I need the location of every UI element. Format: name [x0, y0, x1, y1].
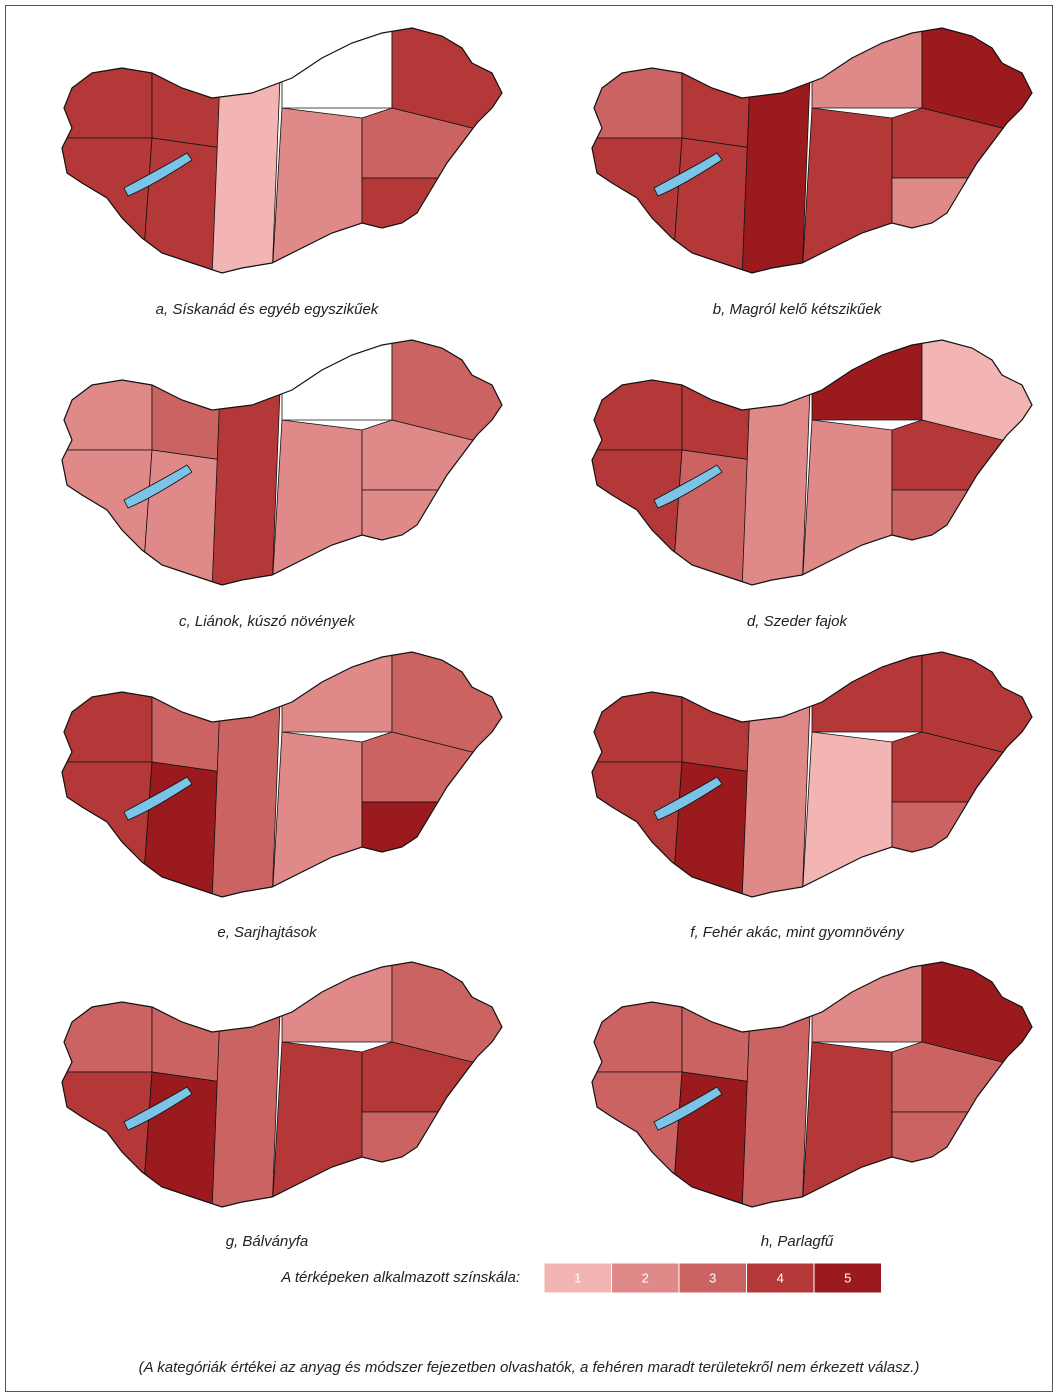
region: [362, 490, 512, 590]
no-response-region: [282, 28, 392, 108]
legend-label: 1: [574, 1270, 581, 1285]
region: [272, 420, 362, 590]
region: [152, 340, 222, 460]
region: [812, 652, 922, 732]
region: [592, 138, 682, 278]
map-regions: [592, 652, 1042, 902]
region: [62, 450, 152, 590]
region: [812, 962, 922, 1042]
region: [152, 962, 222, 1082]
no-response-region: [282, 340, 392, 420]
region: [802, 1042, 892, 1212]
region: [892, 802, 1042, 902]
map-caption: d, Szeder fajok: [747, 613, 849, 630]
map: [62, 28, 512, 278]
region: [802, 108, 892, 278]
region: [62, 652, 152, 762]
region: [742, 962, 812, 1212]
region: [362, 1112, 512, 1212]
map: [62, 340, 512, 590]
footnote: (A kategóriák értékei az anyag és módsze…: [139, 1359, 920, 1376]
map-caption: h, Parlagfű: [761, 1233, 834, 1250]
region: [212, 962, 282, 1212]
region: [62, 340, 152, 450]
region: [62, 762, 152, 902]
region: [212, 28, 282, 278]
region: [682, 340, 752, 460]
region: [802, 420, 892, 590]
region: [812, 340, 922, 420]
map-caption: f, Fehér akác, mint gyomnövény: [690, 924, 905, 941]
region: [152, 28, 222, 148]
region: [742, 28, 812, 278]
map: [592, 652, 1042, 902]
region: [272, 1042, 362, 1212]
legend-label: 2: [642, 1270, 649, 1285]
region: [592, 28, 682, 138]
region: [62, 138, 152, 278]
region: [152, 652, 222, 772]
map-regions: [62, 962, 512, 1212]
map: [62, 962, 512, 1212]
region: [802, 732, 892, 902]
region: [212, 340, 282, 590]
region: [592, 340, 682, 450]
region: [892, 178, 1042, 278]
region: [272, 732, 362, 902]
region: [362, 802, 512, 902]
region: [682, 652, 752, 772]
map-regions: [62, 340, 512, 590]
region: [592, 450, 682, 590]
page: {"maps": [ {"caption": "a, Sískanád és e…: [0, 0, 1058, 1397]
region: [62, 28, 152, 138]
map-regions: [62, 28, 512, 278]
region: [812, 28, 922, 108]
map-caption: e, Sarjhajtások: [217, 924, 318, 941]
region: [362, 178, 512, 278]
region: [592, 1072, 682, 1212]
map-caption: a, Sískanád és egyéb egyszikűek: [156, 301, 380, 318]
region: [742, 340, 812, 590]
map: [592, 28, 1042, 278]
region: [62, 1072, 152, 1212]
figure: A térképeken alkalmazott színskála: (A k…: [0, 0, 1058, 1397]
map-caption: g, Bálványfa: [226, 1233, 309, 1250]
region: [742, 652, 812, 902]
region: [682, 962, 752, 1082]
map-caption: b, Magról kelő kétszikűek: [713, 301, 883, 318]
map: [592, 962, 1042, 1212]
map: [62, 652, 512, 902]
map-caption: c, Liánok, kúszó növények: [179, 613, 356, 630]
legend-label: 4: [777, 1270, 784, 1285]
region: [282, 962, 392, 1042]
map-regions: [592, 962, 1042, 1212]
region: [212, 652, 282, 902]
region: [592, 762, 682, 902]
map-regions: [592, 28, 1042, 278]
region: [282, 652, 392, 732]
region: [682, 28, 752, 148]
region: [592, 652, 682, 762]
map-regions: [62, 652, 512, 902]
legend-label: 3: [709, 1270, 716, 1285]
map-regions: [592, 340, 1042, 590]
legend-title: A térképeken alkalmazott színskála:: [280, 1269, 520, 1286]
legend-label: 5: [844, 1270, 851, 1285]
region: [892, 1112, 1042, 1212]
region: [272, 108, 362, 278]
region: [892, 490, 1042, 590]
region: [62, 962, 152, 1072]
region: [592, 962, 682, 1072]
map: [592, 340, 1042, 590]
